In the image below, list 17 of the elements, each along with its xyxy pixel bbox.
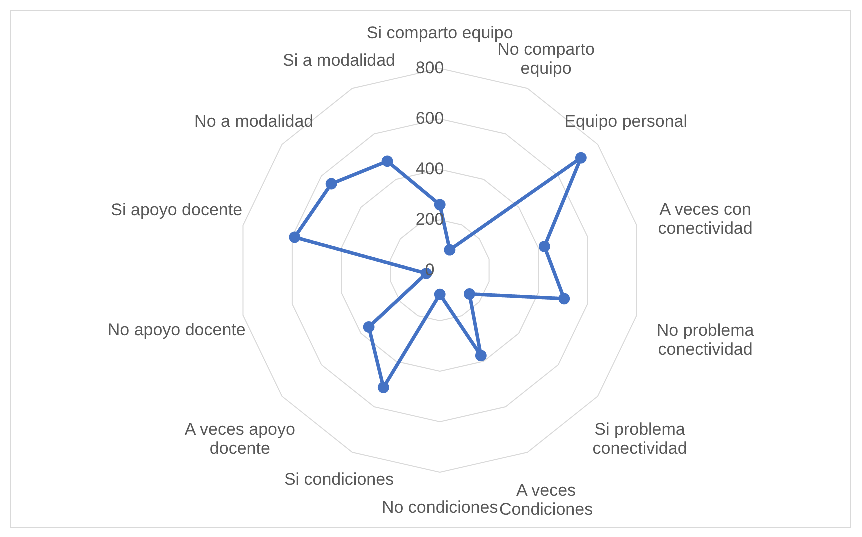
spoke-label: A veces Condiciones [500, 481, 594, 520]
spoke-label: No apoyo docente [108, 320, 246, 340]
spoke-label: Si a modalidad [283, 51, 396, 70]
spoke-label: Si problema conectividad [592, 420, 688, 458]
y-tick-label: 400 [416, 160, 444, 179]
spoke-label: Si comparto equipo [366, 23, 514, 42]
spoke-label: A veces con conectividad [658, 200, 753, 238]
y-tick-label: 800 [416, 58, 444, 78]
spoke-label: A veces apoyo docente [184, 420, 296, 458]
spoke-label: No problema conectividad [656, 321, 755, 360]
spoke-label: Si condiciones [284, 470, 394, 489]
spoke-label: No condiciones [382, 498, 498, 517]
spoke-label: Equipo personal [564, 112, 688, 132]
spoke-label: No comparto equipo [498, 40, 595, 78]
y-tick-label: 600 [416, 109, 444, 128]
spoke-label: No a modalidad [194, 112, 314, 132]
spoke-label: Si apoyo docente [111, 200, 243, 220]
